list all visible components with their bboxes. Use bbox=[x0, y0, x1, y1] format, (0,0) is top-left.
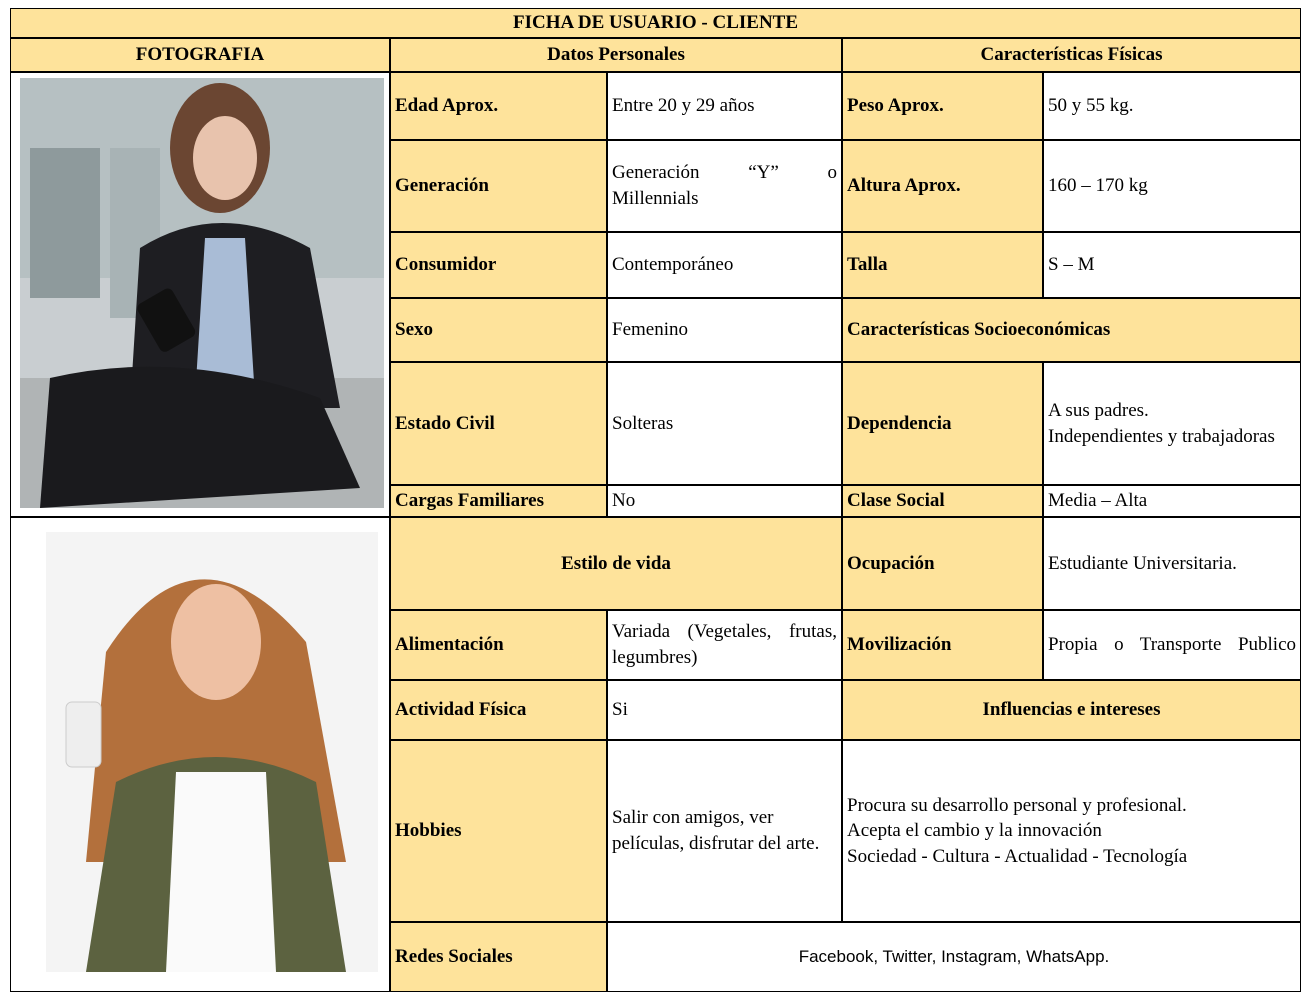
value: Salir con amigos, ver películas, disfrut… bbox=[607, 740, 842, 922]
cell-text: Altura Aprox. bbox=[847, 175, 961, 197]
cell-text: Estado Civil bbox=[395, 412, 495, 434]
cell-text: Características Físicas bbox=[980, 44, 1163, 66]
photo-cell bbox=[10, 72, 390, 517]
label: Estado Civil bbox=[390, 362, 607, 485]
cell-text: Cargas Familiares bbox=[395, 490, 544, 512]
cell-text: FICHA DE USUARIO - CLIENTE bbox=[512, 12, 799, 34]
section-title: Estilo de vida bbox=[390, 517, 842, 610]
cell-text: Propia o Transporte Publico bbox=[1048, 634, 1296, 656]
header: Características Físicas bbox=[842, 38, 1301, 72]
cell-text: Generación “Y” o Millennials bbox=[612, 162, 837, 209]
label: Redes Sociales bbox=[390, 922, 607, 992]
value: Variada (Vegetales, frutas, legumbres) bbox=[607, 610, 842, 680]
cell-text: Hobbies bbox=[395, 820, 462, 842]
section-title: Características Socioeconómicas bbox=[842, 298, 1301, 362]
cell-text: Variada (Vegetales, frutas, legumbres) bbox=[612, 621, 837, 668]
title: FICHA DE USUARIO - CLIENTE bbox=[10, 8, 1301, 38]
value: Propia o Transporte Publico bbox=[1043, 610, 1301, 680]
value: Estudiante Universitaria. bbox=[1043, 517, 1301, 610]
label: Peso Aprox. bbox=[842, 72, 1043, 140]
value: Femenino bbox=[607, 298, 842, 362]
photo-1 bbox=[20, 78, 384, 508]
label: Sexo bbox=[390, 298, 607, 362]
photo-2 bbox=[46, 532, 378, 972]
value: A sus padres. Independientes y trabajador… bbox=[1043, 362, 1301, 485]
cell-text: Talla bbox=[847, 254, 888, 276]
label: Edad Aprox. bbox=[390, 72, 607, 140]
text-line: Procura su desarrollo personal y profesi… bbox=[847, 794, 1187, 816]
label: Dependencia bbox=[842, 362, 1043, 485]
cell-text: Ocupación bbox=[847, 552, 935, 574]
cell-text: Media – Alta bbox=[1048, 490, 1148, 512]
label: Alimentación bbox=[390, 610, 607, 680]
cell-text: Salir con amigos, ver películas, disfrut… bbox=[612, 807, 820, 854]
cell-text: Estilo de vida bbox=[561, 552, 671, 574]
cell-text: Datos Personales bbox=[547, 44, 685, 66]
section-title: Influencias e intereses bbox=[842, 680, 1301, 740]
value: Entre 20 y 29 años bbox=[607, 72, 842, 140]
label: Actividad Física bbox=[390, 680, 607, 740]
value: Si bbox=[607, 680, 842, 740]
label: Ocupación bbox=[842, 517, 1043, 610]
cell-text: Facebook, Twitter, Instagram, WhatsApp. bbox=[798, 946, 1110, 966]
cell-text: No bbox=[612, 490, 636, 512]
cell-text: 160 – 170 kg bbox=[1048, 175, 1148, 197]
cell-text: Entre 20 y 29 años bbox=[612, 95, 755, 117]
label: Cargas Familiares bbox=[390, 485, 607, 517]
label: Clase Social bbox=[842, 485, 1043, 517]
cell-text: 50 y 55 kg. bbox=[1048, 95, 1134, 117]
label: Generación bbox=[390, 140, 607, 232]
label: Consumidor bbox=[390, 232, 607, 298]
label: Hobbies bbox=[390, 740, 607, 922]
cell-text: Si bbox=[612, 699, 628, 721]
cell-text: Clase Social bbox=[847, 490, 945, 512]
cell-text: S – M bbox=[1048, 254, 1095, 276]
value: Media – Alta bbox=[1043, 485, 1301, 517]
cell-text: Influencias e intereses bbox=[982, 699, 1161, 721]
header: Datos Personales bbox=[390, 38, 842, 72]
cell-text: Peso Aprox. bbox=[847, 95, 944, 117]
value: Generación “Y” o Millennials bbox=[607, 140, 842, 232]
text-line: Acepta el cambio y la innovación bbox=[847, 820, 1102, 842]
cell-text: Redes Sociales bbox=[395, 946, 513, 968]
value: Contemporáneo bbox=[607, 232, 842, 298]
value: 160 – 170 kg bbox=[1043, 140, 1301, 232]
cell-text: Sexo bbox=[395, 319, 433, 341]
cell-text: Alimentación bbox=[395, 634, 504, 656]
text-line: Sociedad - Cultura - Actualidad - Tecnol… bbox=[847, 845, 1188, 867]
cell-text: Femenino bbox=[612, 319, 688, 341]
value: No bbox=[607, 485, 842, 517]
text-line: A sus padres. bbox=[1048, 399, 1149, 421]
cell-text: Generación bbox=[395, 175, 489, 197]
value: S – M bbox=[1043, 232, 1301, 298]
cell-text: Características Socioeconómicas bbox=[847, 319, 1111, 341]
value: Procura su desarrollo personal y profesi… bbox=[842, 740, 1301, 922]
cell-text: Estudiante Universitaria. bbox=[1048, 552, 1237, 574]
label: Movilización bbox=[842, 610, 1043, 680]
cell-text: Contemporáneo bbox=[612, 254, 734, 276]
cell-text: Edad Aprox. bbox=[395, 95, 499, 117]
label: Talla bbox=[842, 232, 1043, 298]
cell-text: Dependencia bbox=[847, 412, 952, 434]
cell-text: Actividad Física bbox=[395, 699, 527, 721]
value: 50 y 55 kg. bbox=[1043, 72, 1301, 140]
header: FOTOGRAFIA bbox=[10, 38, 390, 72]
text-line: Independientes y trabajadoras bbox=[1048, 425, 1275, 447]
cell-text: Movilización bbox=[847, 634, 952, 656]
cell-text: FOTOGRAFIA bbox=[135, 44, 265, 66]
cell-text: Solteras bbox=[612, 412, 674, 434]
value: Solteras bbox=[607, 362, 842, 485]
value: Facebook, Twitter, Instagram, WhatsApp. bbox=[607, 922, 1301, 992]
cell-text: Consumidor bbox=[395, 254, 497, 276]
label: Altura Aprox. bbox=[842, 140, 1043, 232]
